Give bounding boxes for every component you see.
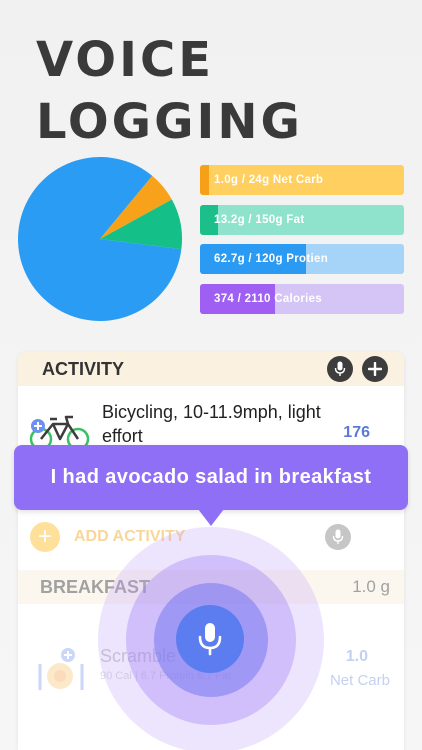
activity-item[interactable]: Bicycling, 10-11.9mph, light effort 176 — [18, 396, 404, 466]
macro-bar: 1.0g / 24g Net Carb — [200, 165, 404, 195]
activity-add-button[interactable] — [362, 356, 388, 382]
macro-bar: 374 / 2110 Calories — [200, 283, 404, 314]
add-activity-label: ADD ACTIVITY — [74, 528, 186, 545]
breakfast-amount: 1.0 g — [352, 577, 390, 596]
microphone-icon — [334, 361, 346, 376]
macro-pie-chart — [18, 156, 182, 321]
activity-calories: 176 — [343, 424, 370, 441]
pie-slice-net-carb — [100, 175, 172, 239]
voice-transcript-text: I had avocado salad in breakfast — [50, 466, 372, 488]
macro-bar-fill — [200, 204, 218, 235]
headline: VOICE LOGGING — [36, 30, 303, 154]
add-activity-plus-icon: + — [30, 522, 60, 552]
voice-transcript-bubble: I had avocado salad in breakfast — [14, 445, 408, 526]
activity-name: Bicycling, 10-11.9mph, light effort — [102, 402, 321, 446]
food-net-carb-value: 1.0 — [345, 648, 368, 665]
headline-line-2: LOGGING — [36, 94, 303, 150]
add-activity-row[interactable]: + ADD ACTIVITY — [18, 518, 404, 558]
macro-bar-fill — [200, 165, 209, 195]
macro-progress-list: 1.0g / 24g Net Carb 13.2g / 150g Fat 62.7g… — [200, 165, 404, 323]
microphone-icon — [198, 623, 222, 656]
voice-record-button[interactable] — [176, 605, 244, 673]
activity-voice-button[interactable] — [327, 356, 353, 382]
headline-line-1: VOICE — [36, 32, 214, 88]
activity-section-header: ACTIVITY — [18, 352, 404, 386]
pie-slice-protein — [18, 156, 182, 321]
pie-slice-fat — [100, 199, 182, 250]
macro-bar-fill — [200, 244, 307, 274]
macro-bar-label: 374 / 2110 Calories — [214, 292, 322, 305]
breakfast-title: BREAKFAST — [40, 577, 151, 597]
macro-bar-label: 13.2g / 150g Fat — [214, 213, 305, 226]
macro-bar-label: 1.0g / 24g Net Carb — [214, 174, 324, 186]
plus-icon — [368, 362, 382, 376]
add-activity-voice-button[interactable] — [325, 524, 351, 550]
macro-bar: 62.7g / 120g Protien — [200, 244, 404, 274]
food-net-carb-label: Net Carb — [329, 672, 390, 689]
microphone-icon — [332, 529, 344, 544]
breakfast-icon — [38, 648, 84, 690]
macro-bar-fill — [200, 283, 276, 314]
activity-title: ACTIVITY — [42, 359, 125, 379]
macro-bar-label: 62.7g / 120g Protien — [214, 253, 329, 265]
macro-bar: 13.2g / 150g Fat — [200, 204, 404, 235]
